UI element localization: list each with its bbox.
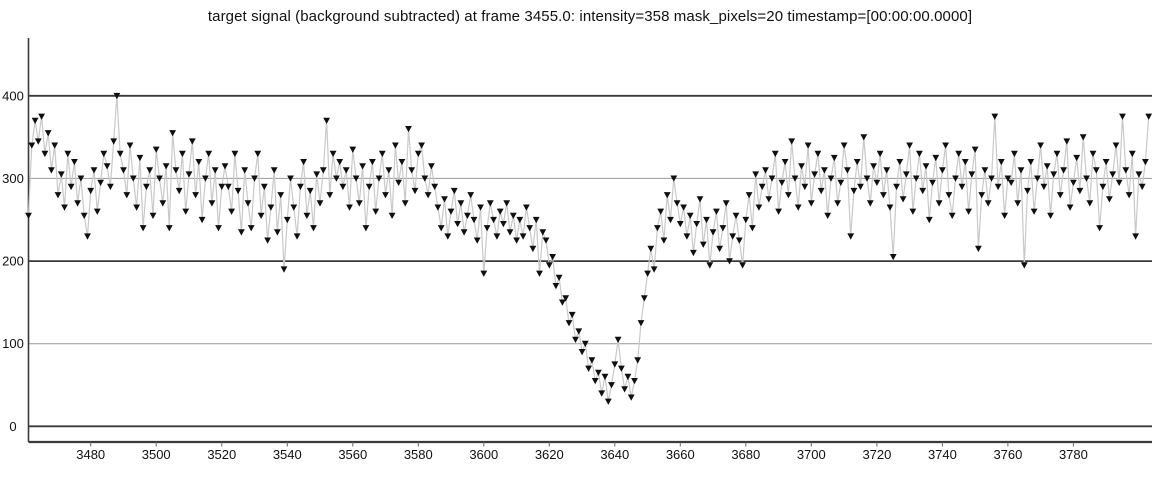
y-tick-labels: 0 100 200 300 400 — [2, 88, 24, 434]
x-tick-label: 3760 — [993, 447, 1022, 462]
x-tick-label: 3580 — [404, 447, 433, 462]
x-tick-label: 3500 — [142, 447, 171, 462]
x-tick-marks — [90, 442, 1074, 447]
chart-title: target signal (background subtracted) at… — [207, 8, 973, 25]
x-tick-label: 3480 — [76, 447, 105, 462]
axis-spines — [27, 38, 1152, 444]
y-tick-label: 100 — [2, 336, 24, 351]
x-tick-label: 3520 — [207, 447, 236, 462]
x-tick-labels: 3480 3500 3520 3540 3560 3580 3600 3620 3640 3660… — [76, 447, 1088, 462]
y-tick-label: 300 — [2, 171, 24, 186]
signal-markers — [25, 92, 1152, 405]
x-tick-label: 3600 — [469, 447, 498, 462]
y-tick-label: 400 — [2, 88, 24, 103]
y-tick-label: 0 — [9, 419, 16, 434]
x-tick-label: 3700 — [797, 447, 826, 462]
x-tick-label: 3660 — [666, 447, 695, 462]
x-tick-label: 3740 — [928, 447, 957, 462]
x-tick-label: 3620 — [535, 447, 564, 462]
x-tick-label: 3560 — [338, 447, 367, 462]
x-tick-label: 3640 — [600, 447, 629, 462]
y-tick-label: 200 — [2, 254, 24, 269]
signal-line — [27, 95, 1150, 403]
x-tick-label: 3720 — [862, 447, 891, 462]
x-tick-label: 3540 — [273, 447, 302, 462]
major-gridlines — [28, 94, 1152, 428]
x-tick-label: 3780 — [1059, 447, 1088, 462]
x-tick-label: 3680 — [731, 447, 760, 462]
